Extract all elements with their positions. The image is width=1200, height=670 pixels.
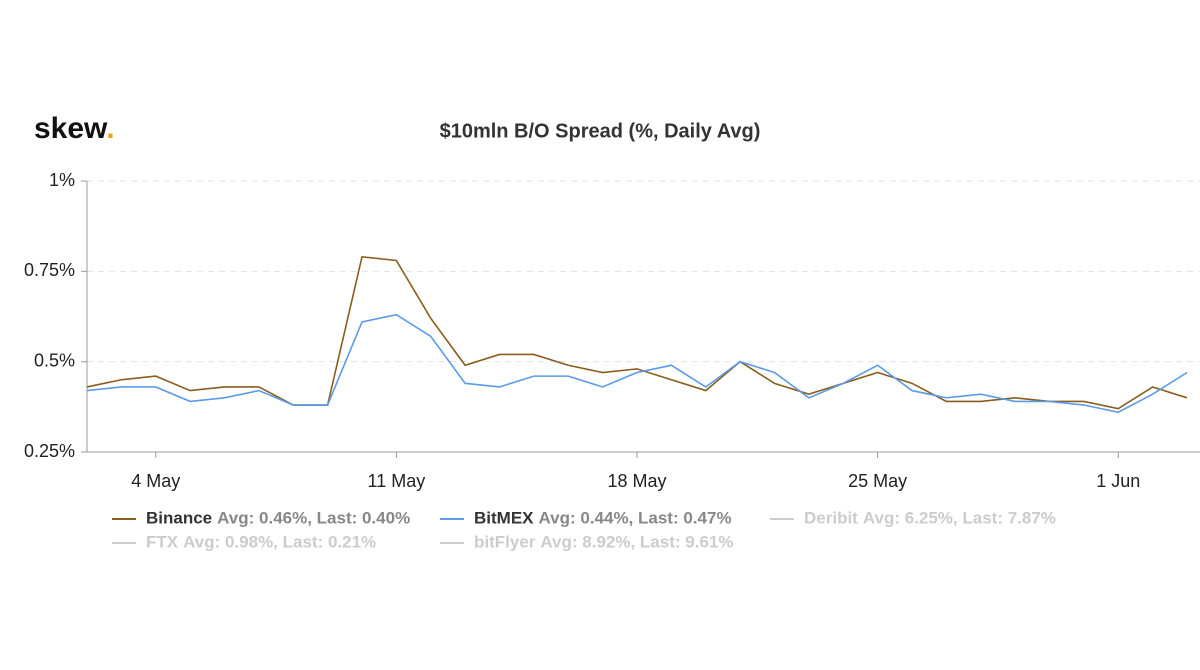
legend-detail: Avg: 0.46%, Last: 0.40% [217,508,410,527]
legend-name: Binance [146,508,212,527]
x-tick-label: 11 May [368,471,426,491]
legend-detail: Avg: 0.98%, Last: 0.21% [183,532,376,551]
legend-name: BitMEX [474,508,534,527]
y-tick-label: 0.25% [24,441,75,461]
logo-dot: . [106,112,114,145]
series-line [86,313,1188,414]
legend-detail: Avg: 0.44%, Last: 0.47% [539,508,732,527]
legend-detail: Avg: 6.25%, Last: 7.87% [863,508,1056,527]
series-line [86,256,1188,410]
x-tick-label: 18 May [607,471,666,491]
y-tick-label: 0.75% [24,260,75,280]
y-tick-label: 0.5% [34,350,75,370]
logo: skew. [34,112,115,145]
y-tick-label: 1% [49,170,75,190]
x-tick-label: 4 May [131,471,180,491]
legend-name: bitFlyer [474,532,536,551]
legend-name: FTX [146,532,179,551]
legend-detail: Avg: 8.92%, Last: 9.61% [540,532,733,551]
x-tick-label: 25 May [848,471,907,491]
chart-title: $10mln B/O Spread (%, Daily Avg) [440,120,761,142]
logo-text: skew [34,112,108,145]
x-tick-label: 1 Jun [1096,471,1140,491]
legend-name: Deribit [804,508,858,527]
